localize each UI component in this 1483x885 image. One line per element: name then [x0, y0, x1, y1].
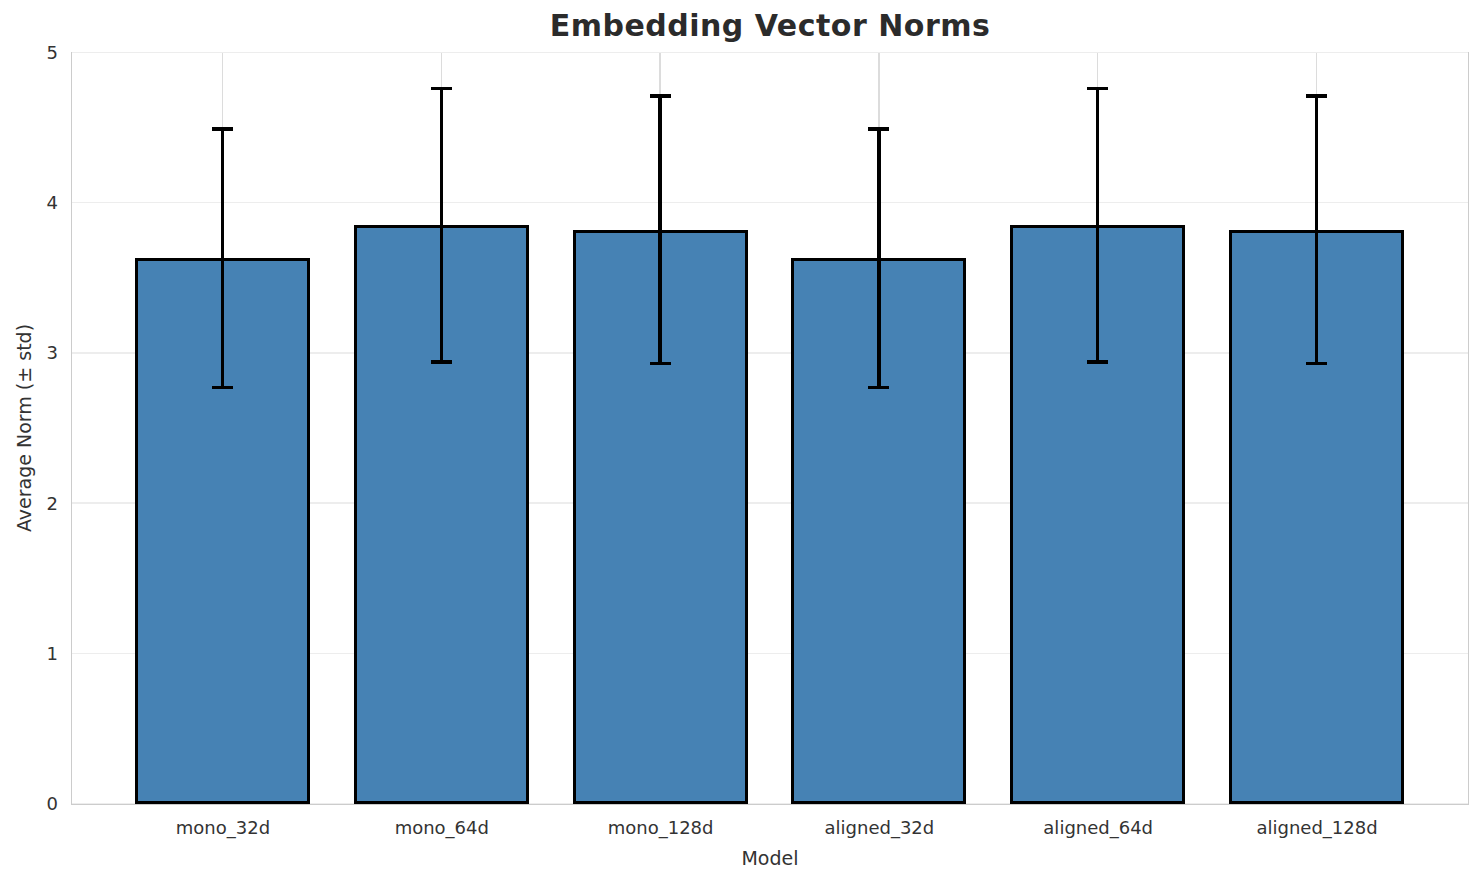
- chart-title: Embedding Vector Norms: [72, 8, 1468, 43]
- y-tick-label: 3: [0, 341, 58, 365]
- error-cap-top-mono_32d: [212, 127, 233, 131]
- x-tick-label: mono_64d: [332, 817, 552, 838]
- error-cap-bottom-aligned_128d: [1306, 362, 1327, 366]
- x-tick-label: aligned_32d: [769, 817, 989, 838]
- gridline-h: [72, 52, 1468, 54]
- plot-area: [71, 52, 1469, 805]
- error-cap-top-mono_64d: [431, 87, 452, 91]
- y-tick-label: 0: [0, 792, 58, 816]
- error-cap-top-aligned_64d: [1087, 87, 1108, 91]
- x-axis-label: Model: [72, 847, 1468, 869]
- error-cap-top-aligned_128d: [1306, 94, 1327, 98]
- error-bar-mono_128d: [658, 96, 662, 363]
- error-cap-bottom-mono_128d: [650, 362, 671, 366]
- y-tick-label: 1: [0, 642, 58, 666]
- error-bar-mono_64d: [440, 89, 444, 362]
- y-tick-label: 2: [0, 492, 58, 516]
- figure: Embedding Vector Norms Average Norm (± s…: [0, 0, 1483, 885]
- x-tick-label: aligned_64d: [988, 817, 1208, 838]
- gridline-h: [72, 202, 1468, 204]
- x-tick-label: aligned_128d: [1207, 817, 1427, 838]
- error-cap-bottom-aligned_32d: [868, 386, 889, 390]
- y-tick-label: 4: [0, 191, 58, 215]
- error-cap-top-aligned_32d: [868, 127, 889, 131]
- y-tick-label: 5: [0, 41, 58, 65]
- error-cap-bottom-aligned_64d: [1087, 360, 1108, 364]
- error-cap-bottom-mono_32d: [212, 386, 233, 390]
- error-bar-aligned_128d: [1315, 96, 1319, 363]
- error-cap-top-mono_128d: [650, 94, 671, 98]
- error-bar-mono_32d: [221, 129, 225, 387]
- x-tick-label: mono_32d: [113, 817, 333, 838]
- error-cap-bottom-mono_64d: [431, 360, 452, 364]
- x-tick-label: mono_128d: [551, 817, 771, 838]
- error-bar-aligned_64d: [1096, 89, 1100, 362]
- error-bar-aligned_32d: [877, 129, 881, 387]
